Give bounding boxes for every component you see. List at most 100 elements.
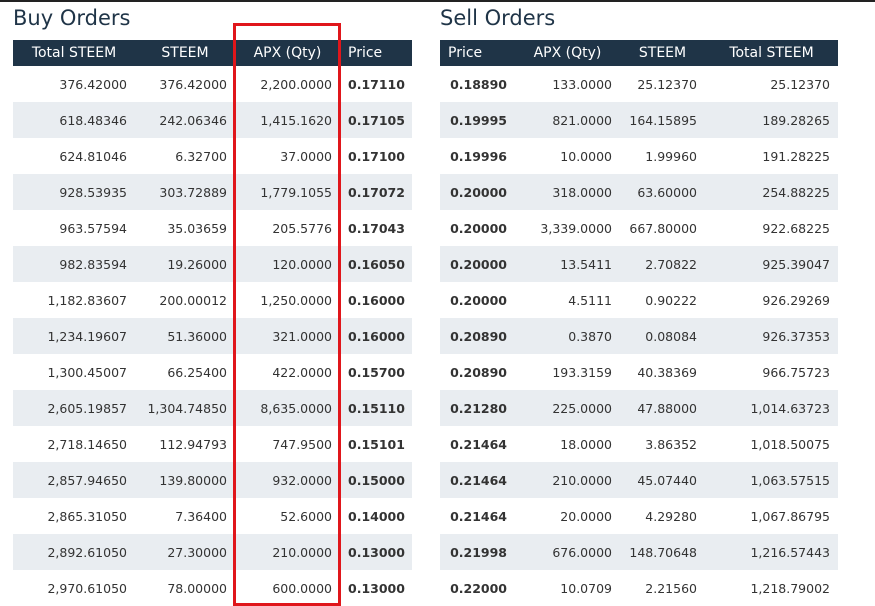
cell: 20.0000 (560, 508, 612, 524)
cell: 47.88000 (620, 390, 705, 426)
order-row: 928.53935 303.72889 1,779.1055 0.17072 (13, 174, 412, 210)
cell: 2,200.0000 (260, 76, 332, 92)
sell-title: Sell Orders (440, 6, 556, 30)
cell: 0.08084 (620, 318, 705, 354)
cell: 1,415.1620 (235, 102, 340, 138)
column-header: STEEM (620, 40, 705, 66)
order-row: 0.19995 821.0000 164.15895 189.28265 (440, 102, 838, 138)
cell: 133.0000 (552, 76, 612, 92)
cell: 600.0000 (272, 580, 332, 596)
cell: 2,718.14650 (47, 436, 127, 452)
cell: 78.00000 (167, 580, 227, 596)
cell: 926.37353 (705, 318, 838, 354)
cell: 0.21464 (450, 508, 507, 524)
order-row: 0.19996 10.0000 1.99960 191.28225 (440, 138, 838, 174)
sell-table: Price APX (Qty) STEEM Total STEEM 0.18890 133… (440, 40, 838, 606)
cell: 25.12370 (637, 76, 697, 92)
cell: 210.0000 (235, 534, 340, 570)
cell: 2,892.61050 (13, 534, 135, 570)
cell: 37.0000 (280, 148, 332, 164)
cell: 112.94793 (159, 436, 227, 452)
cell: 0.13000 (348, 580, 405, 596)
order-row: 982.83594 19.26000 120.0000 0.16050 (13, 246, 412, 282)
order-row: 0.20890 193.3159 40.38369 966.75723 (440, 354, 838, 390)
cell: 0.18890 (450, 76, 507, 92)
order-row: 1,300.45007 66.25400 422.0000 0.15700 (13, 354, 412, 390)
cell: 0.19995 (440, 102, 515, 138)
cell: 45.07440 (620, 462, 705, 498)
cell: 624.81046 (59, 148, 127, 164)
order-row: 0.20890 0.3870 0.08084 926.37353 (440, 318, 838, 354)
cell: 4.29280 (645, 508, 697, 524)
cell: 0.90222 (645, 292, 697, 308)
header-row: Total STEEM STEEM APX (Qty) Price (13, 40, 412, 66)
order-row: 0.21280 225.0000 47.88000 1,014.63723 (440, 390, 838, 426)
column-header: Price (440, 40, 515, 66)
header-row: Price APX (Qty) STEEM Total STEEM (440, 40, 838, 66)
column-header: APX (Qty) (235, 40, 340, 66)
cell: 19.26000 (135, 246, 235, 282)
cell: 13.5411 (515, 246, 620, 282)
cell: 0.15110 (340, 390, 412, 426)
cell: 676.0000 (515, 534, 620, 570)
cell: 0.13000 (340, 534, 412, 570)
order-row: 2,718.14650 112.94793 747.9500 0.15101 (13, 426, 412, 462)
cell: 51.36000 (135, 318, 235, 354)
cell: 120.0000 (235, 246, 340, 282)
cell: 1,067.86795 (750, 508, 830, 524)
order-row: 624.81046 6.32700 37.0000 0.17100 (13, 138, 412, 174)
cell: 0.15101 (348, 436, 405, 452)
cell: 0.16000 (340, 318, 412, 354)
column-header: Price (340, 40, 412, 66)
cell: 821.0000 (515, 102, 620, 138)
cell: 2,857.94650 (13, 462, 135, 498)
order-row: 0.18890 133.0000 25.12370 25.12370 (440, 66, 838, 102)
cell: 1,014.63723 (705, 390, 838, 426)
cell: 193.3159 (552, 364, 612, 380)
cell: 2.21560 (645, 580, 697, 596)
cell: 7.36400 (175, 508, 227, 524)
cell: 2,605.19857 (13, 390, 135, 426)
cell: 4.5111 (568, 292, 612, 308)
cell: 25.12370 (770, 76, 830, 92)
cell: 1,063.57515 (705, 462, 838, 498)
top-line (0, 0, 875, 2)
cell: 618.48346 (13, 102, 135, 138)
cell: 10.0709 (560, 580, 612, 596)
cell: 2,865.31050 (47, 508, 127, 524)
cell: 0.21998 (440, 534, 515, 570)
cell: 1,218.79002 (750, 580, 830, 596)
order-row: 2,865.31050 7.36400 52.6000 0.14000 (13, 498, 412, 534)
order-row: 2,857.94650 139.80000 932.0000 0.15000 (13, 462, 412, 498)
order-row: 0.20000 318.0000 63.60000 254.88225 (440, 174, 838, 210)
cell: 148.70648 (620, 534, 705, 570)
cell: 52.6000 (280, 508, 332, 524)
order-row: 2,970.61050 78.00000 600.0000 0.13000 (13, 570, 412, 606)
cell: 225.0000 (515, 390, 620, 426)
cell: 0.20000 (450, 292, 507, 308)
order-row: 2,605.19857 1,304.74850 8,635.0000 0.15110 (13, 390, 412, 426)
cell: 1,182.83607 (47, 292, 127, 308)
cell: 926.29269 (762, 292, 830, 308)
cell: 18.0000 (560, 436, 612, 452)
cell: 1,300.45007 (47, 364, 127, 380)
cell: 2.70822 (620, 246, 705, 282)
order-row: 0.20000 4.5111 0.90222 926.29269 (440, 282, 838, 318)
cell: 925.39047 (705, 246, 838, 282)
order-row: 963.57594 35.03659 205.5776 0.17043 (13, 210, 412, 246)
highlight-box (233, 23, 341, 606)
cell: 63.60000 (620, 174, 705, 210)
cell: 0.21464 (450, 436, 507, 452)
cell: 0.20000 (450, 220, 507, 236)
column-header: Total STEEM (705, 40, 838, 66)
column-header: APX (Qty) (515, 40, 620, 66)
cell: 1,779.1055 (235, 174, 340, 210)
cell: 0.20890 (440, 318, 515, 354)
buy-table: Total STEEM STEEM APX (Qty) Price 376.42000 3… (13, 40, 412, 606)
column-header: STEEM (135, 40, 235, 66)
order-row: 0.21464 18.0000 3.86352 1,018.50075 (440, 426, 838, 462)
cell: 922.68225 (762, 220, 830, 236)
cell: 0.17105 (340, 102, 412, 138)
cell: 210.0000 (515, 462, 620, 498)
